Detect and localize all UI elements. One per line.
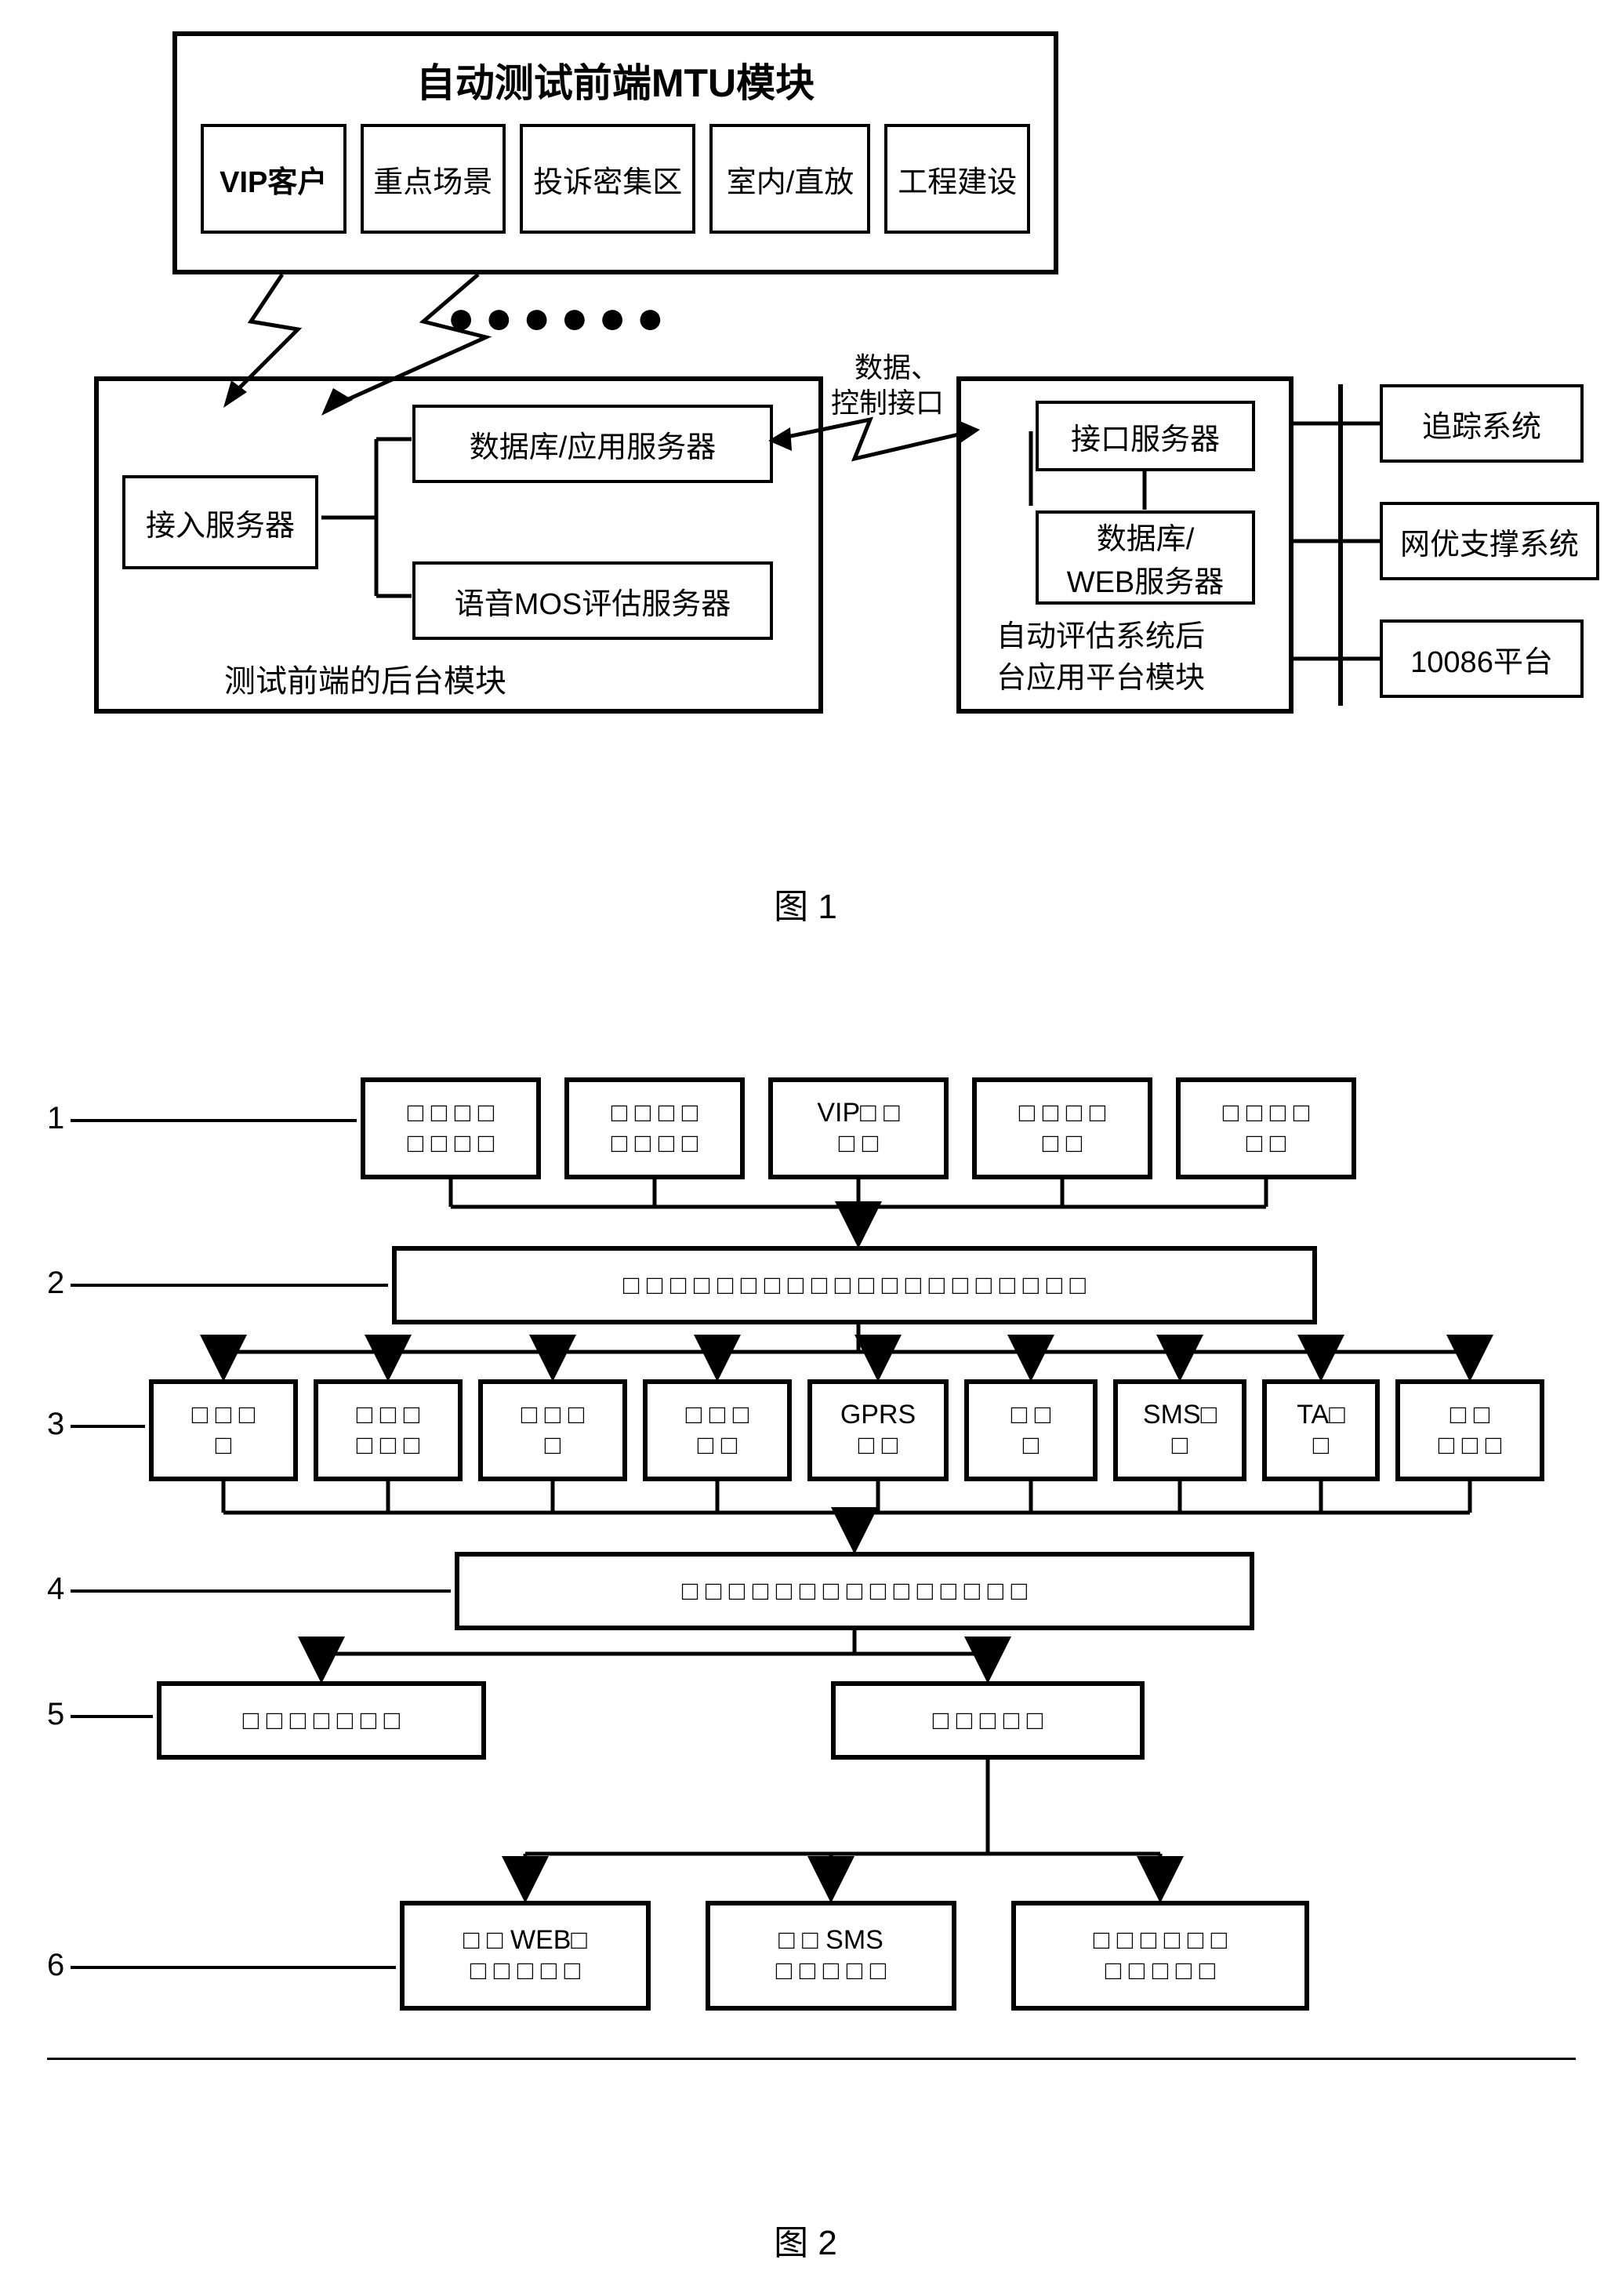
r6-b2: □ □ □ □ □ □ □ □ □ □ □	[1011, 1901, 1309, 2011]
dots-indicator: ●●●●●●	[447, 290, 673, 344]
eval-caption: 自动评估系统后 台应用平台模块	[996, 616, 1205, 699]
r3-b8: □ □ □ □ □	[1395, 1379, 1544, 1481]
figure-1-diagram: 自动测试前端MTU模块 VIP客户 重点场景 投诉密集区 室内/直放 工程建设 …	[94, 31, 1584, 784]
r5-right-box: □ □ □ □ □	[831, 1681, 1145, 1760]
r1-b3: □ □ □ □ □ □	[972, 1077, 1152, 1179]
r1-b2: VIP□ □ □ □	[768, 1077, 949, 1179]
ext-tracking-box: 追踪系统	[1380, 384, 1584, 463]
r1-b0: □ □ □ □ □ □ □ □	[361, 1077, 541, 1179]
figure-2-diagram: 1 2 3 4 5 6 □ □ □ □ □ □ □ □ □ □ □ □ □ □ …	[47, 1070, 1576, 2152]
interface-server-box: 接口服务器	[1036, 401, 1255, 471]
r3-b2: □ □ □ □	[478, 1379, 627, 1481]
mtu-box-indoor: 室内/直放	[709, 124, 870, 234]
r3-b0: □ □ □ □	[149, 1379, 298, 1481]
rownum-6: 6	[47, 1948, 64, 1983]
mtu-module-container: 自动测试前端MTU模块 VIP客户 重点场景 投诉密集区 室内/直放 工程建设	[172, 31, 1058, 274]
r5-left-box: □ □ □ □ □ □ □	[157, 1681, 486, 1760]
ext-10086-box: 10086平台	[1380, 619, 1584, 698]
r3-b3: □ □ □ □ □	[643, 1379, 792, 1481]
r4-box: □ □ □ □ □ □ □ □ □ □ □ □ □ □ □	[455, 1552, 1254, 1630]
rownum-1: 1	[47, 1101, 64, 1136]
r3-b7: TA□ □	[1262, 1379, 1380, 1481]
ext-netopt-box: 网优支撑系统	[1380, 502, 1599, 580]
r3-b5: □ □ □	[964, 1379, 1098, 1481]
mtu-title: 自动测试前端MTU模块	[201, 52, 1030, 108]
backend-module-container: 接入服务器 数据库/应用服务器 语音MOS评估服务器 测试前端的后台模块	[94, 376, 823, 714]
db-web-server-box: 数据库/ WEB服务器	[1036, 510, 1255, 605]
r6-b0: □ □ WEB□ □ □ □ □ □	[400, 1901, 651, 2011]
r6-b1: □ □ SMS □ □ □ □ □	[706, 1901, 956, 2011]
link-label-2: 控制接口	[831, 380, 944, 421]
mtu-box-vip: VIP客户	[201, 124, 347, 234]
rownum-4: 4	[47, 1571, 64, 1607]
fig1-caption: 图 1	[47, 878, 1564, 928]
mos-server-box: 语音MOS评估服务器	[412, 561, 773, 640]
rownum-5: 5	[47, 1697, 64, 1732]
r1-b1: □ □ □ □ □ □ □ □	[564, 1077, 745, 1179]
access-server-box: 接入服务器	[122, 475, 318, 569]
db-app-server-box: 数据库/应用服务器	[412, 405, 773, 483]
r2-box: □ □ □ □ □ □ □ □ □ □ □ □ □ □ □ □ □ □ □ □	[392, 1246, 1317, 1324]
rownum-3: 3	[47, 1407, 64, 1442]
mtu-box-complaint: 投诉密集区	[520, 124, 695, 234]
mtu-box-scene: 重点场景	[361, 124, 506, 234]
r3-b6: SMS□ □	[1113, 1379, 1246, 1481]
rownum-2: 2	[47, 1266, 64, 1301]
fig2-bottom-rule	[47, 2058, 1576, 2060]
r3-b4: GPRS □ □	[807, 1379, 949, 1481]
fig2-caption: 图 2	[47, 2214, 1564, 2265]
mtu-box-engineering: 工程建设	[884, 124, 1030, 234]
r3-b1: □ □ □ □ □ □	[314, 1379, 463, 1481]
r1-b4: □ □ □ □ □ □	[1176, 1077, 1356, 1179]
backend-caption: 测试前端的后台模块	[224, 656, 506, 701]
eval-platform-container: 接口服务器 数据库/ WEB服务器 自动评估系统后 台应用平台模块	[956, 376, 1294, 714]
